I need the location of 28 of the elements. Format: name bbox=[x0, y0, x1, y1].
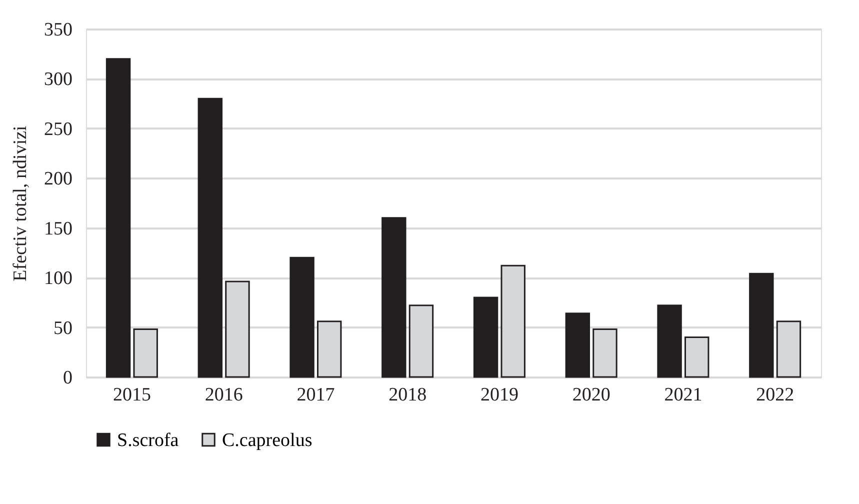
y-axis-title: Efectiv total, ndivizi bbox=[10, 126, 31, 282]
bar bbox=[198, 98, 223, 378]
y-tick-label: 200 bbox=[44, 168, 72, 190]
bar bbox=[290, 256, 314, 378]
bar bbox=[382, 217, 406, 378]
y-tick-label: 0 bbox=[63, 368, 72, 388]
x-tick-label: 2016 bbox=[204, 384, 243, 406]
y-tick-label: 50 bbox=[54, 318, 72, 339]
y-tick-label: 300 bbox=[44, 69, 72, 90]
bar bbox=[657, 304, 682, 378]
x-tick-label: 2018 bbox=[388, 384, 427, 406]
legend-label: C.capreolus bbox=[222, 430, 312, 451]
y-tick-label: 250 bbox=[44, 118, 72, 140]
bar bbox=[684, 336, 710, 378]
legend-label: S.scrofa bbox=[117, 430, 180, 451]
x-tick-label: 2022 bbox=[756, 384, 794, 406]
x-tick-label: 2021 bbox=[664, 384, 702, 406]
y-tick-label: 100 bbox=[44, 268, 72, 290]
x-tick-label: 2015 bbox=[112, 384, 151, 406]
x-tick-label: 2019 bbox=[480, 384, 518, 406]
bar bbox=[473, 296, 498, 378]
bar bbox=[749, 272, 774, 378]
y-tick-label: 150 bbox=[44, 218, 72, 240]
bar bbox=[565, 312, 590, 378]
x-tick-label: 2017 bbox=[296, 384, 335, 406]
bar bbox=[106, 58, 131, 378]
y-tick-label: 350 bbox=[44, 20, 72, 40]
x-tick-label: 2020 bbox=[572, 384, 610, 406]
